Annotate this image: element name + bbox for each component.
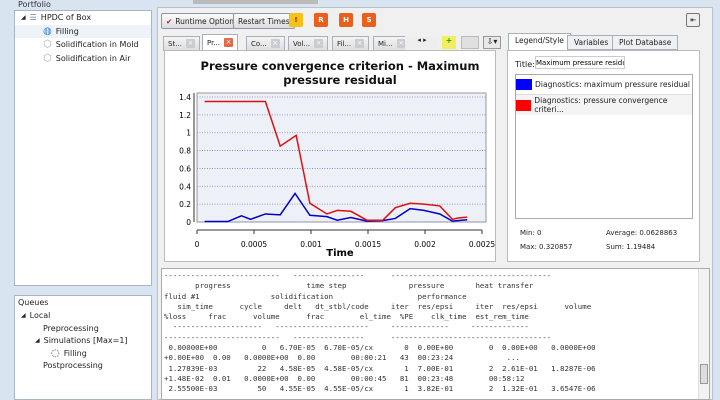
console-line: progress time step pressure heat transfe… — [164, 281, 534, 291]
top-tabs-strip — [193, 0, 318, 4]
y-tick-label: 1 — [186, 129, 191, 138]
title-input[interactable] — [535, 56, 625, 69]
console-line: -------------------------- -------------… — [164, 271, 552, 280]
add-plot-icon[interactable]: + — [442, 36, 456, 49]
plot-tab-5[interactable]: Fil... × — [332, 36, 370, 51]
close-icon: × — [396, 39, 406, 48]
project-icon: ☰ — [29, 13, 37, 22]
tree-root[interactable]: ◢ ☰ HPDC of Box — [21, 13, 92, 22]
x-axis-label: Time — [326, 248, 354, 259]
line-chart: Pressure convergence criterion - Maximum… — [179, 59, 495, 259]
portfolio-header: Portfolio — [18, 0, 51, 9]
expand-icon[interactable]: ◢ — [21, 14, 26, 21]
pending-icon: ⬡ — [43, 53, 52, 64]
close-icon: × — [224, 38, 234, 47]
x-tick-label: 0 — [195, 240, 200, 249]
color-swatch — [516, 79, 532, 90]
restart-r-icon[interactable]: R — [314, 13, 328, 27]
chart-panel: Pressure convergence criterion - Maximum… — [164, 50, 496, 262]
y-tick-label: 0.4 — [179, 182, 191, 191]
close-icon: × — [270, 39, 280, 48]
y-tick-label: 1.2 — [179, 111, 191, 120]
queue-sims[interactable]: ◢ Simulations [Max=1] — [35, 336, 128, 345]
plot-area — [196, 92, 487, 223]
tab-scroll-arrows[interactable]: ◂ ▸ — [405, 36, 439, 50]
tab-legend-style[interactable]: Legend/Style — [508, 33, 571, 51]
running-icon: ◌ — [51, 348, 60, 359]
portfolio-tree: ◢ ☰ HPDC of Box ◍ Filling ⬡ Solidification i… — [14, 10, 152, 286]
runtime-icon: ✔ — [166, 16, 173, 26]
plot-tab-1[interactable]: St... × — [163, 36, 200, 51]
x-tick-label: 0.001 — [300, 240, 322, 249]
console-line: fluid #1 solidification performance — [164, 291, 467, 301]
queue-local[interactable]: ◢ Local — [21, 311, 51, 320]
console-line: sim_time cycle delt dt_stbl/code iter re… — [164, 301, 592, 311]
export-icon[interactable]: ⇩▾ — [483, 36, 501, 49]
y-tick-label: 0 — [186, 218, 191, 227]
console-line: -------------------- -------------------… — [164, 322, 529, 332]
scrollbar[interactable] — [698, 269, 709, 399]
tree-item-solid-air[interactable]: ⬡ Solidification in Air — [43, 53, 131, 64]
x-tick-label: 0.002 — [414, 240, 436, 249]
y-tick-label: 0.6 — [179, 164, 191, 173]
console-output: -------------------------- -------------… — [161, 268, 710, 400]
stat-max: Max: 0.320857 — [520, 243, 573, 251]
runtime-options-button[interactable]: ✔ Runtime Options — [161, 13, 243, 29]
stat-min: Min: 0 — [520, 229, 542, 237]
legend-panel: Title: Diagnostics: maximum pressure res… — [507, 50, 700, 262]
queue-filling[interactable]: ◌ Filling — [51, 348, 87, 359]
x-tick-label: 0.0015 — [355, 240, 381, 249]
legend-entry[interactable]: Diagnostics: maximum pressure residual — [516, 75, 692, 95]
restart-h-icon[interactable]: H — [339, 13, 353, 27]
console-line: -------------------------- -------------… — [164, 332, 552, 342]
series-line-1 — [204, 100, 468, 221]
warning-icon[interactable]: ! — [289, 13, 303, 27]
console-line: +1.48E-02 0.01 0.0000E+00 0.00 00:00:45 … — [164, 373, 525, 383]
console-line: +0.00E+00 0.00 0.0000E+00 0.00 00:00:21 … — [164, 353, 520, 363]
tab-plot-database[interactable]: Plot Database — [612, 35, 679, 50]
close-icon: × — [314, 39, 324, 48]
plot-tab-3[interactable]: Co... × — [246, 36, 285, 51]
restart-s-icon[interactable]: S — [362, 13, 376, 27]
chart-title-line2: pressure residual — [283, 73, 396, 87]
y-tick-label: 0.2 — [179, 200, 191, 209]
console-line: 2.55500E-03 50 4.55E-05 4.55E-05/cx 1 3.… — [164, 384, 596, 394]
plot-tab-2[interactable]: Pr... × — [202, 34, 239, 51]
stat-sum: Sum: 1.19484 — [606, 243, 656, 251]
console-line: 0.00000E+00 0 6.70E-05 6.70E-05/cx 0 0.0… — [164, 343, 596, 353]
x-tick-label: 0.0025 — [469, 240, 495, 249]
chart-title-line1: Pressure convergence criterion - Maximum — [201, 59, 480, 73]
legend-list: Diagnostics: maximum pressure residual D… — [515, 74, 693, 219]
close-icon: × — [355, 39, 365, 48]
color-swatch — [516, 99, 532, 111]
x-tick-label: 0.0005 — [241, 240, 267, 249]
pending-icon: ⬡ — [43, 39, 52, 50]
close-icon: × — [185, 39, 195, 48]
queue-post[interactable]: Postprocessing — [43, 361, 103, 370]
console-line: %loss frac volume frac el_time %PE clk_t… — [164, 312, 529, 322]
y-tick-label: 0.8 — [179, 147, 191, 156]
plot-tab-4[interactable]: Vol... × — [288, 36, 329, 51]
stat-average: Average: 0.0628863 — [606, 229, 678, 237]
queues-title: Queues — [18, 298, 49, 307]
restart-times-button[interactable]: Restart Times — [233, 13, 295, 29]
queues-panel: Queues ◢ Local Preprocessing ◢ Simulations… — [14, 295, 152, 400]
tab-variables[interactable]: Variables — [567, 35, 616, 50]
tree-item-filling[interactable]: ◍ Filling — [15, 25, 151, 38]
tree-item-solid-mold[interactable]: ⬡ Solidification in Mold — [43, 39, 139, 50]
y-tick-label: 1.4 — [179, 93, 191, 102]
running-icon: ◍ — [43, 26, 52, 37]
legend-entry[interactable]: Diagnostics: pressure convergence criter… — [516, 95, 692, 115]
split-icon[interactable] — [461, 36, 479, 49]
series-line-0 — [204, 192, 468, 223]
collapse-panel-icon[interactable]: ⇤ — [686, 13, 700, 27]
title-label: Title: — [515, 60, 535, 69]
console-line: 1.27839E-03 22 4.58E-05 4.58E-05/cx 1 7.… — [164, 363, 596, 373]
queue-pre[interactable]: Preprocessing — [43, 324, 99, 333]
